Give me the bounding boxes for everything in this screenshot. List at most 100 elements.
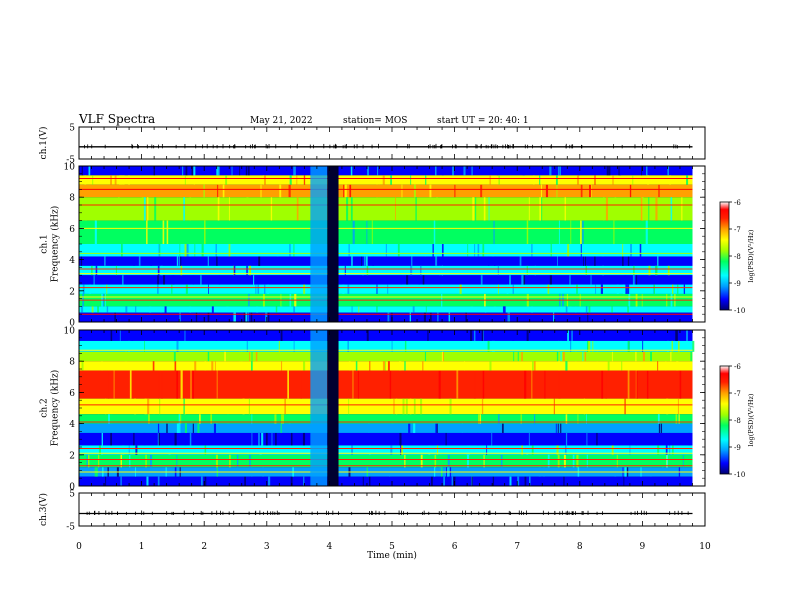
spectral-streak	[125, 306, 128, 313]
spectral-streak	[415, 197, 417, 221]
spectral-streak	[128, 175, 130, 185]
spectral-streak	[576, 454, 579, 468]
spectral-streak	[677, 284, 679, 294]
spectral-streak	[432, 244, 434, 257]
spectral-streak	[120, 244, 123, 257]
y-tick-label: 0	[69, 483, 75, 493]
spectral-streak	[295, 166, 296, 176]
y-tick-label: 2	[69, 451, 75, 461]
gap-region	[327, 166, 339, 322]
spectral-streak	[303, 361, 306, 371]
spectral-streak	[293, 306, 296, 313]
spectral-streak	[618, 166, 621, 176]
spectral-streak	[459, 284, 462, 294]
spectral-streak	[410, 265, 413, 276]
spectral-streak	[179, 244, 181, 257]
spectral-streak	[267, 284, 270, 294]
frequency-band	[79, 256, 693, 266]
spectral-streak	[435, 423, 438, 433]
spectral-streak	[194, 244, 196, 257]
spectral-streak	[509, 476, 512, 486]
spectral-streak	[211, 361, 214, 371]
spectral-streak	[119, 330, 121, 341]
spectral-streak	[289, 244, 291, 257]
spectral-streak	[526, 330, 529, 341]
spectral-streak	[669, 445, 671, 455]
spectral-streak	[483, 454, 485, 468]
ch3-waveform-panel: 5 -5 ch.3(V)	[38, 490, 706, 533]
spectral-streak	[270, 197, 273, 221]
spectral-streak	[661, 423, 663, 433]
spectral-streak	[234, 312, 236, 322]
spectral-streak	[176, 340, 179, 352]
spectral-streak	[567, 330, 570, 341]
colorbar-label: log(PSD)(V²/Hz)	[747, 393, 755, 446]
spectral-streak	[498, 414, 500, 424]
spectral-streak	[247, 166, 250, 176]
spectral-streak	[105, 476, 107, 486]
spectral-streak	[397, 244, 400, 257]
spectral-streak	[296, 197, 299, 221]
spectral-streak	[539, 476, 541, 486]
spectral-streak	[571, 330, 573, 341]
spectral-streak	[590, 275, 592, 285]
spectral-streak	[521, 275, 524, 285]
spectral-streak	[371, 220, 373, 244]
spectral-streak	[441, 244, 444, 257]
spectral-streak	[189, 244, 192, 257]
spectral-streak	[84, 175, 87, 185]
spectral-streak	[154, 197, 157, 221]
spectral-streak	[658, 184, 660, 198]
spectral-streak	[350, 197, 353, 221]
spectral-streak	[134, 398, 137, 415]
spectral-streak	[420, 398, 423, 415]
spectral-streak	[443, 476, 445, 486]
spectral-streak	[233, 265, 236, 276]
spectral-streak	[553, 398, 555, 415]
spectral-streak	[547, 454, 550, 468]
spectral-streak	[215, 244, 217, 257]
spectral-streak	[477, 244, 480, 257]
spectral-streak	[430, 476, 433, 486]
spectral-streak	[191, 166, 194, 176]
spectral-streak	[215, 330, 217, 341]
spectral-streak	[429, 312, 432, 322]
spectral-streak	[545, 184, 549, 198]
spectral-streak	[658, 423, 661, 433]
spectral-streak	[424, 244, 427, 257]
spectral-streak	[586, 414, 587, 424]
spectral-streak	[106, 476, 109, 486]
spectral-streak	[580, 244, 582, 257]
spectral-streak	[133, 256, 135, 266]
spectral-streak	[672, 284, 674, 294]
spectral-streak	[498, 284, 499, 294]
spectral-streak	[586, 340, 590, 352]
spectral-streak	[678, 414, 680, 424]
spectral-streak	[468, 445, 471, 455]
spectral-streak	[513, 351, 515, 362]
spectral-streak	[427, 330, 429, 341]
spectral-streak	[435, 256, 438, 266]
frequency-band	[79, 306, 693, 313]
spectral-streak	[526, 445, 529, 455]
frequency-band	[79, 351, 693, 362]
spectral-streak	[567, 244, 570, 257]
spectral-streak	[429, 184, 432, 198]
spectral-streak	[475, 197, 477, 221]
time-tick-label: 6	[452, 542, 458, 552]
spectral-streak	[406, 275, 409, 285]
spectral-streak	[494, 256, 496, 266]
spectral-streak	[249, 351, 251, 362]
spectral-streak	[395, 197, 396, 221]
spectral-streak	[282, 414, 284, 424]
spectral-streak	[133, 432, 135, 446]
spectral-streak	[524, 312, 527, 322]
spectral-streak	[166, 423, 168, 433]
spectral-streak	[611, 445, 614, 455]
spectral-streak	[575, 351, 577, 362]
spectral-streak	[255, 284, 257, 294]
spectral-streak	[120, 476, 122, 486]
spectral-streak	[357, 370, 359, 399]
spectral-streak	[564, 445, 567, 455]
spectral-streak	[135, 445, 138, 455]
